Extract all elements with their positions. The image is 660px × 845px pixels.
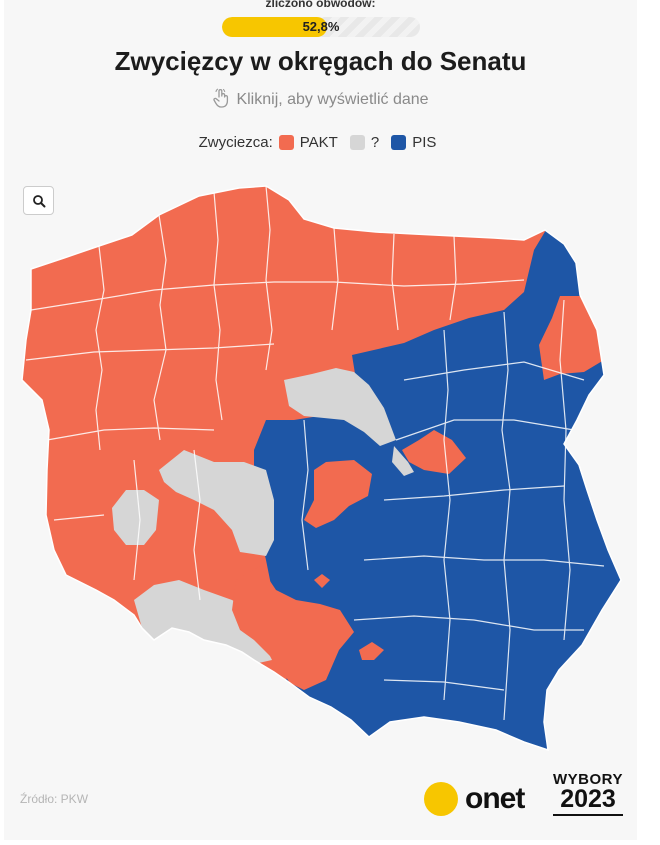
legend: Zwyciezca: PAKT ? PIS [4,134,637,151]
poland-outline [21,185,622,752]
legend-swatch-pis [391,135,407,150]
region-pakt-dot[interactable] [314,574,330,588]
district-borders [25,186,605,721]
wybory-label: WYBORY [553,771,623,788]
poland-senate-map[interactable] [4,0,637,840]
page-title: Zwycięzcy w okręgach do Senatu [114,46,527,76]
region-undecided-southwest[interactable] [134,580,272,664]
onet-dot-icon [424,782,458,816]
legend-swatch-pakt [278,135,294,150]
click-hint: Kliknij, aby wyświetlić dane [4,88,637,109]
legend-item-label: ? [370,134,380,151]
legend-item-label: PAKT [299,134,338,151]
legend-item-undecided: ? [349,134,380,151]
region-pakt-warsaw[interactable] [402,430,466,474]
onet-wordmark: onet [465,782,525,815]
progress-label: zliczono obwodów: [265,0,376,10]
zoom-button[interactable] [23,186,54,215]
legend-item-label: PIS [412,134,437,151]
click-hint-text: Kliknij, aby wyświetlić dane [236,91,429,108]
source-note: Źródło: PKW [20,792,89,806]
region-pakt-small-south[interactable] [359,642,384,660]
wybory-2023-logo: WYBORY 2023 [553,772,623,816]
legend-item-pis: PIS [391,134,436,151]
onet-logo: onet [424,782,525,816]
region-undecided-small[interactable] [392,446,414,476]
region-undecided-west-central[interactable] [159,450,274,556]
pointer-hand-icon [213,88,229,108]
progress-value: 52,8% [302,19,340,34]
legend-swatch-undecided [349,135,365,150]
wybory-underline [553,814,623,816]
region-undecided-central[interactable] [284,368,396,446]
region-pakt-northeast[interactable] [539,296,604,380]
region-pakt-silesia[interactable] [232,566,354,690]
progress-fill [222,17,327,37]
region-pakt-lodz[interactable] [304,460,372,528]
wybory-year: 2023 [560,785,616,813]
map-regions [22,186,637,780]
election-card: zliczono obwodów: 52,8% Zwycięzcy w okrę… [4,0,637,840]
region-undecided-west[interactable] [112,490,159,545]
region-pis[interactable] [254,225,637,780]
legend-item-pakt: PAKT [278,134,338,151]
legend-label: Zwyciezca: [198,134,273,151]
progress-bar [222,17,420,37]
search-icon [32,194,45,207]
